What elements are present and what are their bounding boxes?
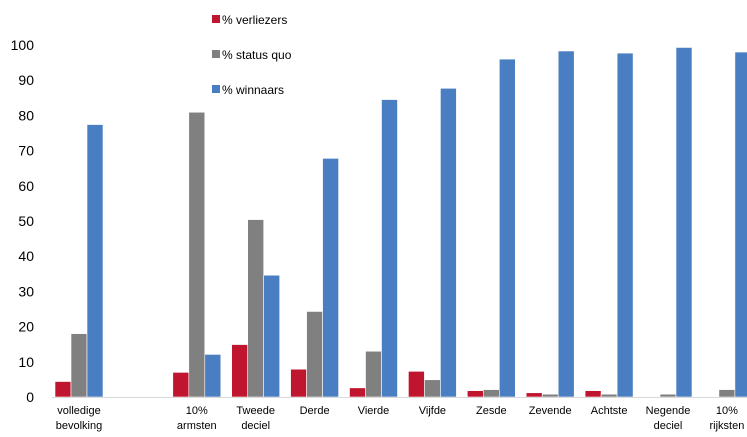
bar xyxy=(424,380,440,397)
bar xyxy=(232,345,248,397)
bar xyxy=(617,53,633,397)
bars-layer xyxy=(55,47,747,397)
bar xyxy=(526,393,542,397)
bar xyxy=(350,388,366,397)
bar xyxy=(408,371,424,397)
legend: % verliezers % status quo % winnaars xyxy=(212,13,292,97)
y-tick-label: 60 xyxy=(18,178,34,194)
bar xyxy=(719,390,735,397)
x-tick-label: Vijfde xyxy=(419,405,446,417)
y-tick-label: 70 xyxy=(18,143,34,159)
bar xyxy=(499,59,515,397)
y-tick-label: 20 xyxy=(18,319,34,335)
bar xyxy=(307,311,323,397)
y-tick-label: 40 xyxy=(18,248,34,264)
legend-swatch xyxy=(212,15,220,23)
bar xyxy=(87,125,103,397)
x-tick-label: Negende deciel xyxy=(646,405,691,432)
bar xyxy=(660,394,676,397)
legend-label: % winnaars xyxy=(222,83,284,97)
bar xyxy=(542,394,558,397)
bar xyxy=(467,391,483,397)
y-axis: 0 10 20 30 40 50 60 70 80 90 100 xyxy=(11,37,35,405)
bar xyxy=(366,351,382,397)
legend-label: % status quo xyxy=(222,48,292,62)
x-tick-label: 10% armsten xyxy=(177,405,217,432)
bar xyxy=(189,112,205,397)
y-tick-label: 10 xyxy=(18,354,34,370)
y-tick-label: 80 xyxy=(18,107,34,123)
x-tick-label: Achtste xyxy=(591,405,628,417)
bar xyxy=(601,394,617,397)
x-tick-label: Derde xyxy=(300,405,330,417)
legend-swatch xyxy=(212,85,220,93)
bar xyxy=(71,334,87,397)
x-tick-label: Zesde xyxy=(476,405,507,417)
y-tick-label: 0 xyxy=(26,389,34,405)
bar xyxy=(173,372,189,397)
bar xyxy=(483,390,499,397)
legend-label: % verliezers xyxy=(222,13,287,27)
x-tick-label: Zevende xyxy=(529,405,572,417)
bar xyxy=(676,47,692,397)
x-tick-label: 10% rijksten xyxy=(709,405,744,432)
y-tick-label: 100 xyxy=(11,37,35,53)
legend-swatch xyxy=(212,50,220,58)
y-tick-label: 90 xyxy=(18,72,34,88)
y-tick-label: 50 xyxy=(18,213,34,229)
x-axis: volledige bevolking 10% armsten Tweede deciel… xyxy=(52,398,747,433)
bar xyxy=(248,220,264,397)
bar xyxy=(735,52,747,397)
bar xyxy=(558,51,574,397)
x-tick-label: Vierde xyxy=(358,405,390,417)
x-tick-label: volledige bevolking xyxy=(56,405,102,432)
bar xyxy=(323,158,339,397)
y-tick-label: 30 xyxy=(18,283,34,299)
bar xyxy=(291,369,307,397)
bar xyxy=(585,391,601,397)
x-tick-label: Tweede deciel xyxy=(236,405,275,432)
bar xyxy=(264,275,280,397)
bar xyxy=(55,382,71,397)
bar xyxy=(440,88,456,397)
bar xyxy=(382,100,398,397)
bar xyxy=(205,354,221,397)
